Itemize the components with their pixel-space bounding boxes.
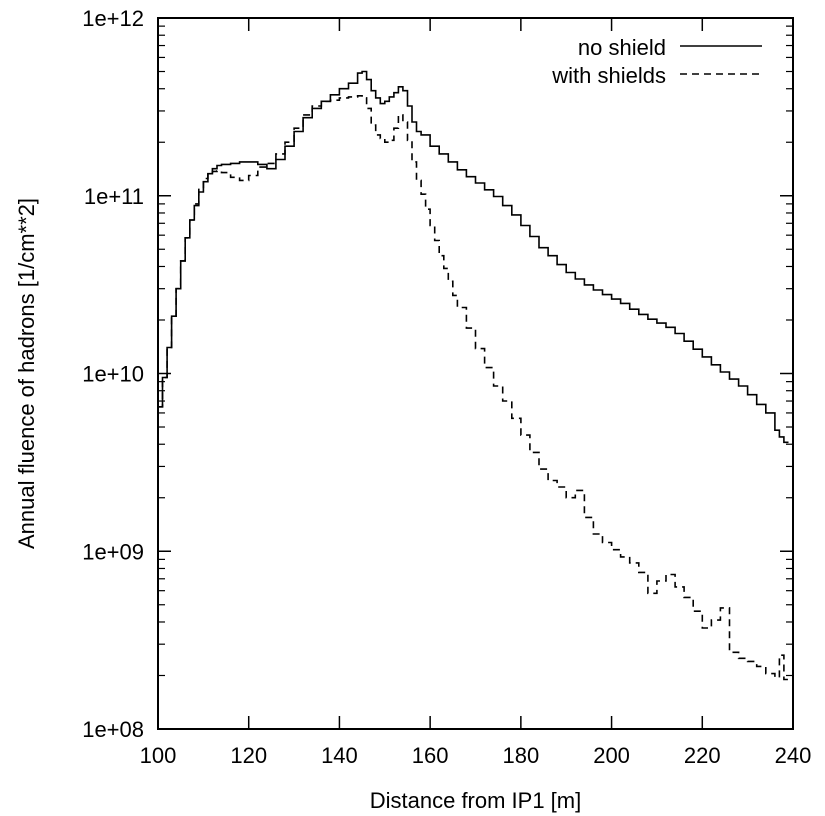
- y-axis-label: Annual fluence of hadrons [1/cm**2]: [14, 198, 39, 549]
- y-tick-label: 1e+10: [82, 362, 144, 387]
- axis-ticks: [157, 17, 794, 730]
- x-tick-label: 120: [230, 743, 267, 768]
- series-no-shield: [158, 70, 789, 444]
- x-tick-label: 240: [775, 743, 812, 768]
- x-tick-label: 160: [412, 743, 449, 768]
- x-tick-label: 200: [593, 743, 630, 768]
- y-tick-label: 1e+08: [82, 717, 144, 742]
- legend: no shield with shields: [551, 35, 762, 88]
- series-with-shields: [158, 95, 789, 681]
- series-group: [158, 70, 789, 681]
- x-tick-labels: 100 120 140 160 180 200 220 240: [140, 743, 812, 768]
- y-tick-label: 1e+09: [82, 539, 144, 564]
- x-tick-label: 140: [321, 743, 358, 768]
- plot-frame: [157, 17, 794, 730]
- y-tick-label: 1e+11: [84, 184, 144, 209]
- x-axis-label: Distance from IP1 [m]: [370, 788, 582, 813]
- legend-label-no-shield: no shield: [578, 35, 666, 60]
- y-tick-labels: 1e+08 1e+09 1e+10 1e+11 1e+12: [82, 6, 144, 742]
- x-tick-label: 180: [502, 743, 539, 768]
- x-tick-label: 220: [684, 743, 721, 768]
- y-tick-label: 1e+12: [82, 6, 144, 31]
- legend-label-with-shields: with shields: [551, 63, 666, 88]
- x-tick-label: 100: [140, 743, 177, 768]
